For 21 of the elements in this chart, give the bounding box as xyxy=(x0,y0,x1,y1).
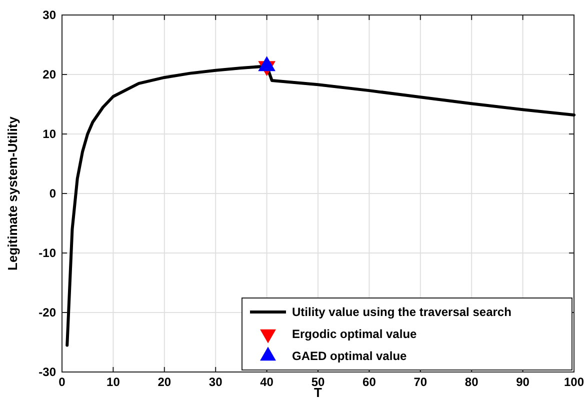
legend-label: Utility value using the traversal search xyxy=(292,305,512,319)
legend-label: GAED optimal value xyxy=(292,349,408,363)
x-tick-label: 80 xyxy=(464,375,479,389)
x-tick-label: 70 xyxy=(414,375,428,389)
x-tick-label: 10 xyxy=(106,375,120,389)
x-tick-label: 60 xyxy=(362,375,376,389)
x-tick-label: 90 xyxy=(516,375,530,389)
y-axis-title: Legitimate system-Utility xyxy=(5,116,20,270)
legend-label: Ergodic optimal value xyxy=(292,327,418,341)
y-tick-label: 10 xyxy=(42,127,56,141)
x-tick-label: 40 xyxy=(260,375,274,389)
y-tick-label: 20 xyxy=(42,68,56,82)
y-tick-label: 0 xyxy=(49,186,56,200)
x-tick-label: 30 xyxy=(208,375,223,389)
y-tick-label: -30 xyxy=(38,365,56,379)
y-tick-label: -10 xyxy=(38,246,56,260)
x-tick-label: 0 xyxy=(58,375,66,389)
x-tick-label: 20 xyxy=(158,375,172,389)
y-tick-label: 30 xyxy=(42,8,56,22)
x-tick-label: 100 xyxy=(564,375,584,389)
y-tick-label: -20 xyxy=(38,306,56,320)
